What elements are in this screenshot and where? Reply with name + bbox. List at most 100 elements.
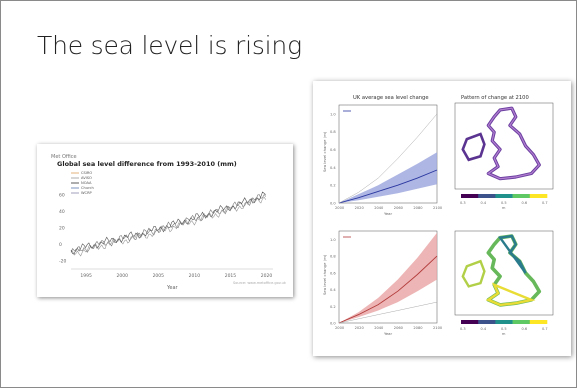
legend-label: AVISO [81,176,92,180]
panel-b-map: 0.3 0.4 0.5 0.6 0.7 m [454,102,554,210]
series-line-CSIRO [70,193,267,253]
y-tick-label: 1.0 [330,112,336,116]
colorbar-segment [495,320,513,324]
colorbar-tick-label: 0.5 [501,201,507,205]
panel-b-title: Pattern of change at 2100 [461,95,529,101]
x-tick-label: 2100 [433,326,443,330]
uncertainty-band [339,152,437,203]
series-lines [70,191,267,257]
colorbar-tick-label: 0.5 [501,327,507,331]
colorbar-tick-label: 0.4 [481,327,487,331]
legend-label: WCRP [81,191,93,195]
y-tick-label: 0.8 [330,255,336,259]
x-axis-label: Year [384,211,392,216]
y-tick-label: 0 [59,242,62,248]
y-axis-label: Sea level change (m) [322,254,327,295]
colorbar-segment [495,194,513,198]
x-tick-label: 2000 [335,206,345,210]
legend-label: NOAA [81,181,92,185]
legend-label: CSIRO [81,171,92,175]
y-tick-label: -20 [59,259,66,265]
colorbar-label: m [502,332,506,336]
y-tick-label: 60 [59,192,65,198]
x-tick-label: 2080 [413,326,423,330]
global-sea-level-chart: Met Office Global sea level difference f… [51,154,287,291]
axes: 60 40 20 0 -20 1995 2000 2005 2010 2015 2020 [59,192,273,279]
gb-coastline-inner [487,107,541,180]
x-tick-label: 2015 [225,273,237,279]
x-tick-label: 2060 [394,326,404,330]
y-tick-label: 0.6 [330,271,336,275]
panel-d-map: 0.3 0.4 0.5 0.6 0.7 m [454,230,554,336]
y-tick-label: 40 [59,209,65,215]
x-tick-label: 2060 [394,206,404,210]
x-tick-label: 2020 [355,326,365,330]
x-tick-label: 2010 [189,273,201,279]
central-estimate-line [338,255,438,324]
colorbar-tick-label: 0.6 [522,327,528,331]
ireland-coastline [461,132,486,162]
colorbar-segment [529,194,548,198]
colorbar-segment [529,320,548,324]
x-tick-label: 2080 [413,206,423,210]
panel-c: 0.0 0.2 0.4 0.6 0.8 1.0 2000 2020 2040 2060 2080 21… [322,230,443,336]
comparison-line [338,301,438,324]
map-frame [454,102,554,190]
x-tick-label: 2020 [355,206,365,210]
y-tick-label: 0.4 [330,288,336,292]
x-axis-label: Year [166,285,179,291]
colorbar-tick-label: 0.7 [542,201,548,205]
colorbar-tick-label: 0.7 [542,327,548,331]
series-line-NOAA [70,191,266,255]
x-tick-label: 2020 [261,273,273,279]
figure-credit: Met Office [51,154,77,160]
colorbar-segment [512,194,531,198]
panel-a: 0.0 0.2 0.4 0.6 0.8 1.0 2000 2020 2040 2060 2080 21… [322,104,443,216]
ireland-coastline [461,259,486,288]
x-axis-label: Year [384,331,392,336]
x-tick-label: 2000 [117,273,129,279]
x-tick-label: 2040 [374,206,384,210]
colorbar-tick-label: 0.3 [460,201,466,205]
y-tick-label: 0.8 [330,130,336,134]
y-axis-label: Sea level change (m) [322,131,327,172]
figure-title: Global sea level difference from 1993-20… [57,160,237,168]
comparison-line [338,113,438,204]
series-line-AVISO [70,196,267,257]
colorbar-label: m [502,206,506,210]
colorbar-tick-label: 0.4 [481,201,487,205]
colorbar-segment [461,194,479,198]
panel-a-title: UK average sea level change [353,95,429,101]
colorbar-segment [478,194,496,198]
y-tick-label: 0.6 [330,148,336,152]
global-sea-level-figure: Met Office Global sea level difference f… [37,144,293,297]
footnote: Source: www.metoffice.gov.uk [233,281,287,285]
uk-projection-chart: UK average sea level change Pattern of c… [322,95,554,336]
gb-coastline-south [485,282,536,307]
colorbar-segment [461,320,479,324]
colorbar-segment [478,320,496,324]
x-tick-label: 2000 [335,326,345,330]
x-tick-label: 2040 [374,326,384,330]
y-tick-label: 20 [59,226,65,232]
legend-label: Church [81,186,94,190]
colorbar-tick-label: 0.3 [460,327,466,331]
y-tick-label: 0.2 [330,184,336,188]
colorbar-tick-label: 0.6 [522,201,528,205]
y-tick-label: 0.4 [330,166,336,170]
uk-projection-figure: UK average sea level change Pattern of c… [313,81,571,356]
y-tick-label: 0.0 [330,202,336,206]
x-tick-label: 1995 [80,273,92,279]
slide-title: The sea level is rising [37,31,302,60]
y-tick-label: 0.0 [330,322,336,326]
y-tick-label: 1.0 [330,238,336,242]
central-estimate-line [338,169,438,204]
y-tick-label: 0.2 [330,305,336,309]
x-tick-label: 2005 [153,273,165,279]
x-tick-label: 2100 [433,206,443,210]
colorbar-segment [512,320,531,324]
uncertainty-band [339,232,437,323]
gb-coastline-north [497,234,527,274]
